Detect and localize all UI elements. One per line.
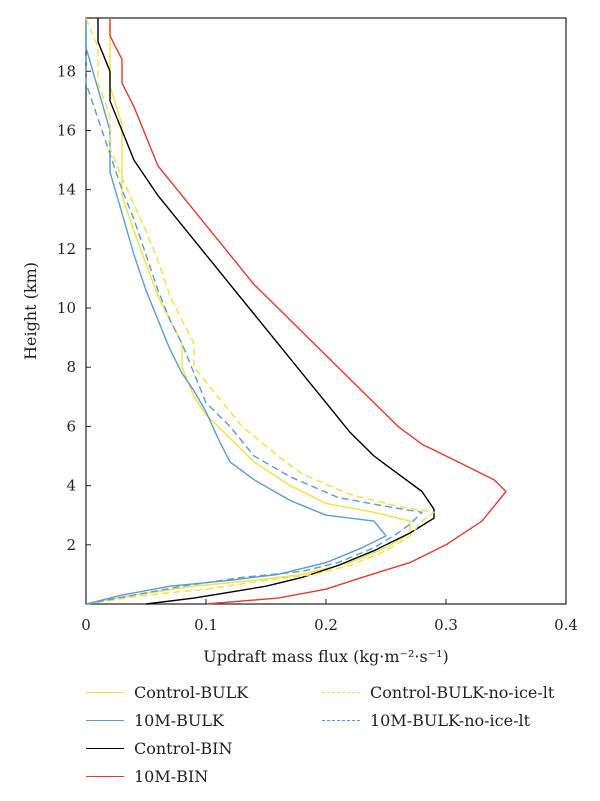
- legend-item-control-bulk: Control-BULK: [86, 680, 248, 704]
- legend-label: 10M-BIN: [134, 766, 209, 786]
- legend-swatch: [86, 747, 124, 749]
- y-tick-label: 14: [57, 181, 76, 199]
- series-line-10m-bulk: [85, 18, 387, 605]
- legend-swatch: [86, 775, 124, 777]
- plot-border: [85, 17, 567, 605]
- x-tick-label: 0.1: [194, 616, 218, 634]
- y-axis-label: Height (km): [21, 262, 40, 360]
- legend-item-10m-bulk: 10M-BULK: [86, 708, 224, 732]
- legend-label: Control-BULK-no-ice-lt: [370, 682, 555, 702]
- mass-flux-chart: 0 0.1 0.2 0.3 0.4 2 4 6 8 10 12 14 16 18 Updraft mass…: [21, 17, 578, 666]
- axis-ticks: 0 0.1 0.2 0.3 0.4 2 4 6 8 10 12 14 16 18: [57, 62, 578, 634]
- legend-item-control-bulk-no-ice-lt: Control-BULK-no-ice-lt: [322, 680, 554, 704]
- series-line-10m-bin: [109, 18, 507, 605]
- legend-swatch: [322, 719, 360, 721]
- legend-item-10m-bin: 10M-BIN: [86, 764, 208, 788]
- legend-swatch: [86, 719, 124, 721]
- series-line-control-bin: [97, 18, 435, 605]
- series-line-control-bulk-no-ice-lt: [85, 17, 435, 605]
- x-tick-label: 0: [81, 616, 91, 634]
- series-line-10m-bulk-no-ice-lt: [85, 26, 423, 605]
- y-tick-label: 10: [57, 299, 76, 317]
- x-tick-label: 0.2: [314, 616, 338, 634]
- legend-label: Control-BULK: [134, 682, 249, 702]
- y-tick-label: 12: [57, 240, 76, 258]
- legend-item-10m-bulk-no-ice-lt: 10M-BULK-no-ice-lt: [322, 708, 530, 732]
- x-tick-label: 0.4: [554, 616, 578, 634]
- y-tick-label: 2: [66, 536, 76, 554]
- legend-label: 10M-BULK: [134, 710, 224, 730]
- y-tick-label: 4: [66, 477, 76, 495]
- chart-legend: Control-BULK Control-BULK-no-ice-lt 10M-BU…: [0, 676, 600, 796]
- y-tick-label: 6: [66, 417, 76, 435]
- legend-swatch: [322, 691, 360, 693]
- legend-swatch: [86, 691, 124, 693]
- legend-item-control-bin: Control-BIN: [86, 736, 233, 760]
- x-tick-label: 0.3: [434, 616, 458, 634]
- series-layer: [85, 17, 507, 605]
- y-tick-label: 16: [57, 121, 76, 139]
- legend-label: 10M-BULK-no-ice-lt: [370, 710, 531, 730]
- y-tick-label: 18: [57, 62, 76, 80]
- x-axis-label: Updraft mass flux (kg·m⁻²·s⁻¹): [203, 647, 449, 666]
- series-line-control-bulk: [85, 18, 411, 605]
- legend-label: Control-BIN: [134, 738, 233, 758]
- plot-frame: [85, 17, 567, 605]
- y-tick-label: 8: [66, 358, 76, 376]
